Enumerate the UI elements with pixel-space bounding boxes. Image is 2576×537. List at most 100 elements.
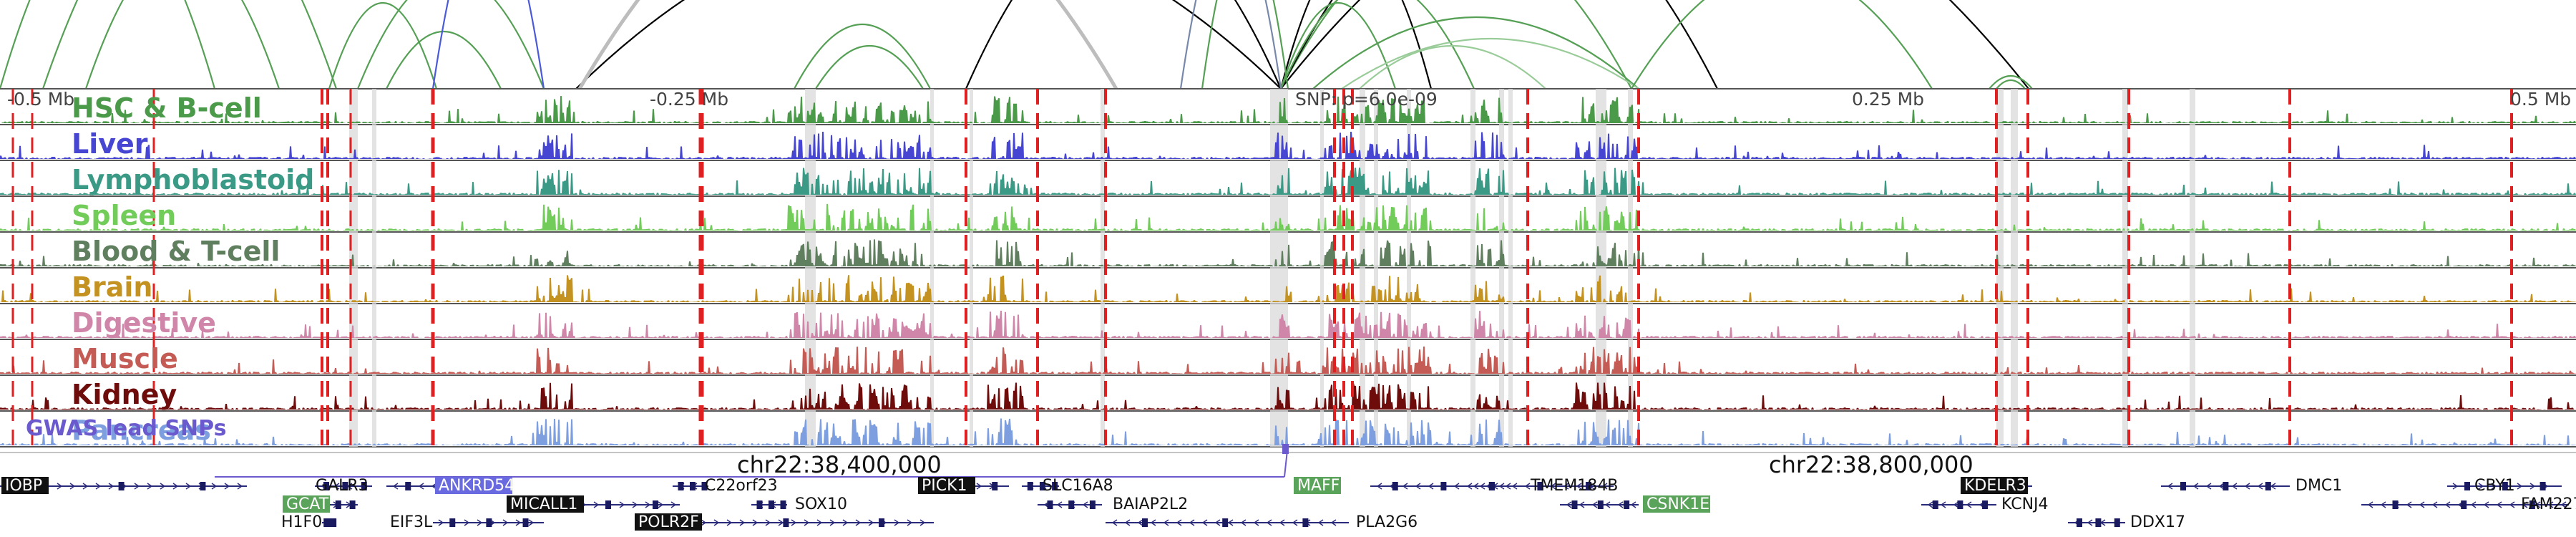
signal-track-5 bbox=[0, 275, 2576, 302]
gene-label[interactable]: MICALL1 bbox=[510, 495, 577, 513]
highlight-region bbox=[1360, 89, 1365, 447]
strand-arrow bbox=[1266, 519, 1272, 526]
strand-arrow bbox=[2534, 501, 2541, 508]
strand-arrow bbox=[1550, 483, 1556, 490]
strand-arrow bbox=[765, 519, 771, 526]
exon bbox=[1142, 518, 1148, 527]
highlight-regions bbox=[349, 89, 2195, 447]
strand-arrow bbox=[2509, 501, 2515, 508]
strand-arrow bbox=[2205, 483, 2212, 490]
exon bbox=[879, 518, 885, 527]
exon bbox=[1932, 500, 1938, 509]
strand-arrow bbox=[172, 483, 179, 490]
exon bbox=[335, 500, 341, 509]
gene-label[interactable]: IOBP bbox=[5, 477, 42, 495]
exon bbox=[522, 518, 529, 527]
exon bbox=[349, 500, 356, 509]
strand-arrow bbox=[1604, 501, 1611, 508]
gene-label[interactable]: BAIAP2L2 bbox=[1113, 495, 1188, 513]
gene-label[interactable]: CBY1 bbox=[2474, 477, 2515, 495]
gene-label-bg bbox=[918, 477, 975, 494]
exon bbox=[2392, 500, 2399, 509]
gene-label[interactable]: GALR3 bbox=[316, 477, 369, 495]
loop-arc bbox=[1179, 0, 1282, 90]
gene-label[interactable]: C22orf23 bbox=[705, 477, 778, 495]
gene-label[interactable]: CSNK1E bbox=[1646, 495, 1709, 513]
gene-label[interactable]: DDX17 bbox=[2130, 513, 2185, 531]
strand-arrow bbox=[632, 501, 638, 508]
highlight-region bbox=[372, 89, 376, 447]
gene-label[interactable]: PLA2G6 bbox=[1356, 513, 1418, 531]
strand-arrow bbox=[1473, 483, 1479, 490]
gene-label[interactable]: POLR2F bbox=[638, 513, 699, 531]
exon bbox=[1392, 482, 1398, 490]
strand-arrow bbox=[1498, 483, 1505, 490]
strand-arrow bbox=[1376, 483, 1382, 490]
highlight-region bbox=[970, 89, 973, 447]
exon bbox=[2095, 518, 2102, 527]
gene-label[interactable]: FAM227 bbox=[2521, 495, 2576, 513]
strand-arrow bbox=[645, 501, 651, 508]
strand-arrow bbox=[1137, 519, 1143, 526]
gene-label-bg bbox=[1294, 477, 1341, 494]
gene-label[interactable]: PICK1 bbox=[922, 477, 967, 495]
track-label: Digestive bbox=[72, 307, 216, 339]
strand-arrow bbox=[528, 519, 535, 526]
strand-arrow bbox=[134, 483, 140, 490]
exon bbox=[200, 482, 206, 490]
highlight-region bbox=[1270, 89, 1288, 447]
exon bbox=[1302, 518, 1309, 527]
track-label: Lymphoblastoid bbox=[72, 164, 314, 195]
loop-arc bbox=[1279, 0, 1475, 90]
gene-label[interactable]: MAFF bbox=[1297, 477, 1340, 495]
gene-label[interactable]: DMC1 bbox=[2296, 477, 2342, 495]
highlight-region bbox=[2122, 89, 2128, 447]
exon bbox=[2540, 482, 2546, 490]
exon bbox=[1571, 500, 1578, 509]
strand-arrow bbox=[1927, 501, 1933, 508]
exon bbox=[780, 500, 786, 509]
strand-arrow bbox=[976, 483, 982, 490]
exon bbox=[783, 518, 789, 527]
gene-label[interactable]: H1F0 bbox=[281, 513, 322, 531]
gene-label[interactable]: KDELR3 bbox=[1964, 477, 2026, 495]
strand-arrow bbox=[739, 519, 746, 526]
gene-label[interactable]: ANKRD54 bbox=[439, 477, 514, 495]
loop-arc bbox=[575, 0, 1282, 90]
gene-label[interactable]: SLC16A8 bbox=[1043, 477, 1113, 495]
loop-arc bbox=[84, 0, 280, 90]
strand-arrow bbox=[2367, 501, 2373, 508]
gene-label[interactable]: SOX10 bbox=[795, 495, 847, 513]
gene-label[interactable]: EIF3L bbox=[390, 513, 433, 531]
gene-label[interactable]: GCAT bbox=[286, 495, 329, 513]
strand-arrow bbox=[211, 483, 218, 490]
loop-arc bbox=[0, 0, 216, 90]
loop-arc bbox=[1280, 0, 2029, 90]
gene-label[interactable]: KCNJ4 bbox=[2001, 495, 2049, 513]
strand-arrow bbox=[1579, 501, 1585, 508]
strand-arrow bbox=[2444, 501, 2451, 508]
highlight-region bbox=[2190, 89, 2195, 447]
strand-arrow bbox=[816, 519, 823, 526]
strand-arrow bbox=[2470, 501, 2477, 508]
gene-label[interactable]: TMEM184B bbox=[1530, 477, 1618, 495]
strand-arrow bbox=[2192, 483, 2199, 490]
strand-arrow bbox=[2167, 483, 2173, 490]
strand-arrow bbox=[1524, 483, 1531, 490]
strand-arrow bbox=[855, 519, 862, 526]
gene-label-bg bbox=[435, 477, 512, 494]
signal-track-4 bbox=[0, 239, 2576, 266]
strand-arrow bbox=[2431, 501, 2438, 508]
gwas-snp-marker[interactable] bbox=[1282, 444, 1289, 454]
exon bbox=[1222, 518, 1229, 527]
strand-arrow bbox=[1330, 519, 1337, 526]
highlight-region bbox=[2011, 89, 2018, 447]
highlight-region bbox=[1374, 89, 1378, 447]
exon bbox=[1982, 500, 1989, 509]
strand-arrow bbox=[1563, 483, 1569, 490]
gene-label-bg bbox=[283, 495, 330, 513]
highlight-region bbox=[930, 89, 934, 447]
gene-label-bg bbox=[507, 495, 584, 513]
strand-arrow bbox=[2491, 483, 2497, 490]
strand-arrow bbox=[1940, 501, 1946, 508]
